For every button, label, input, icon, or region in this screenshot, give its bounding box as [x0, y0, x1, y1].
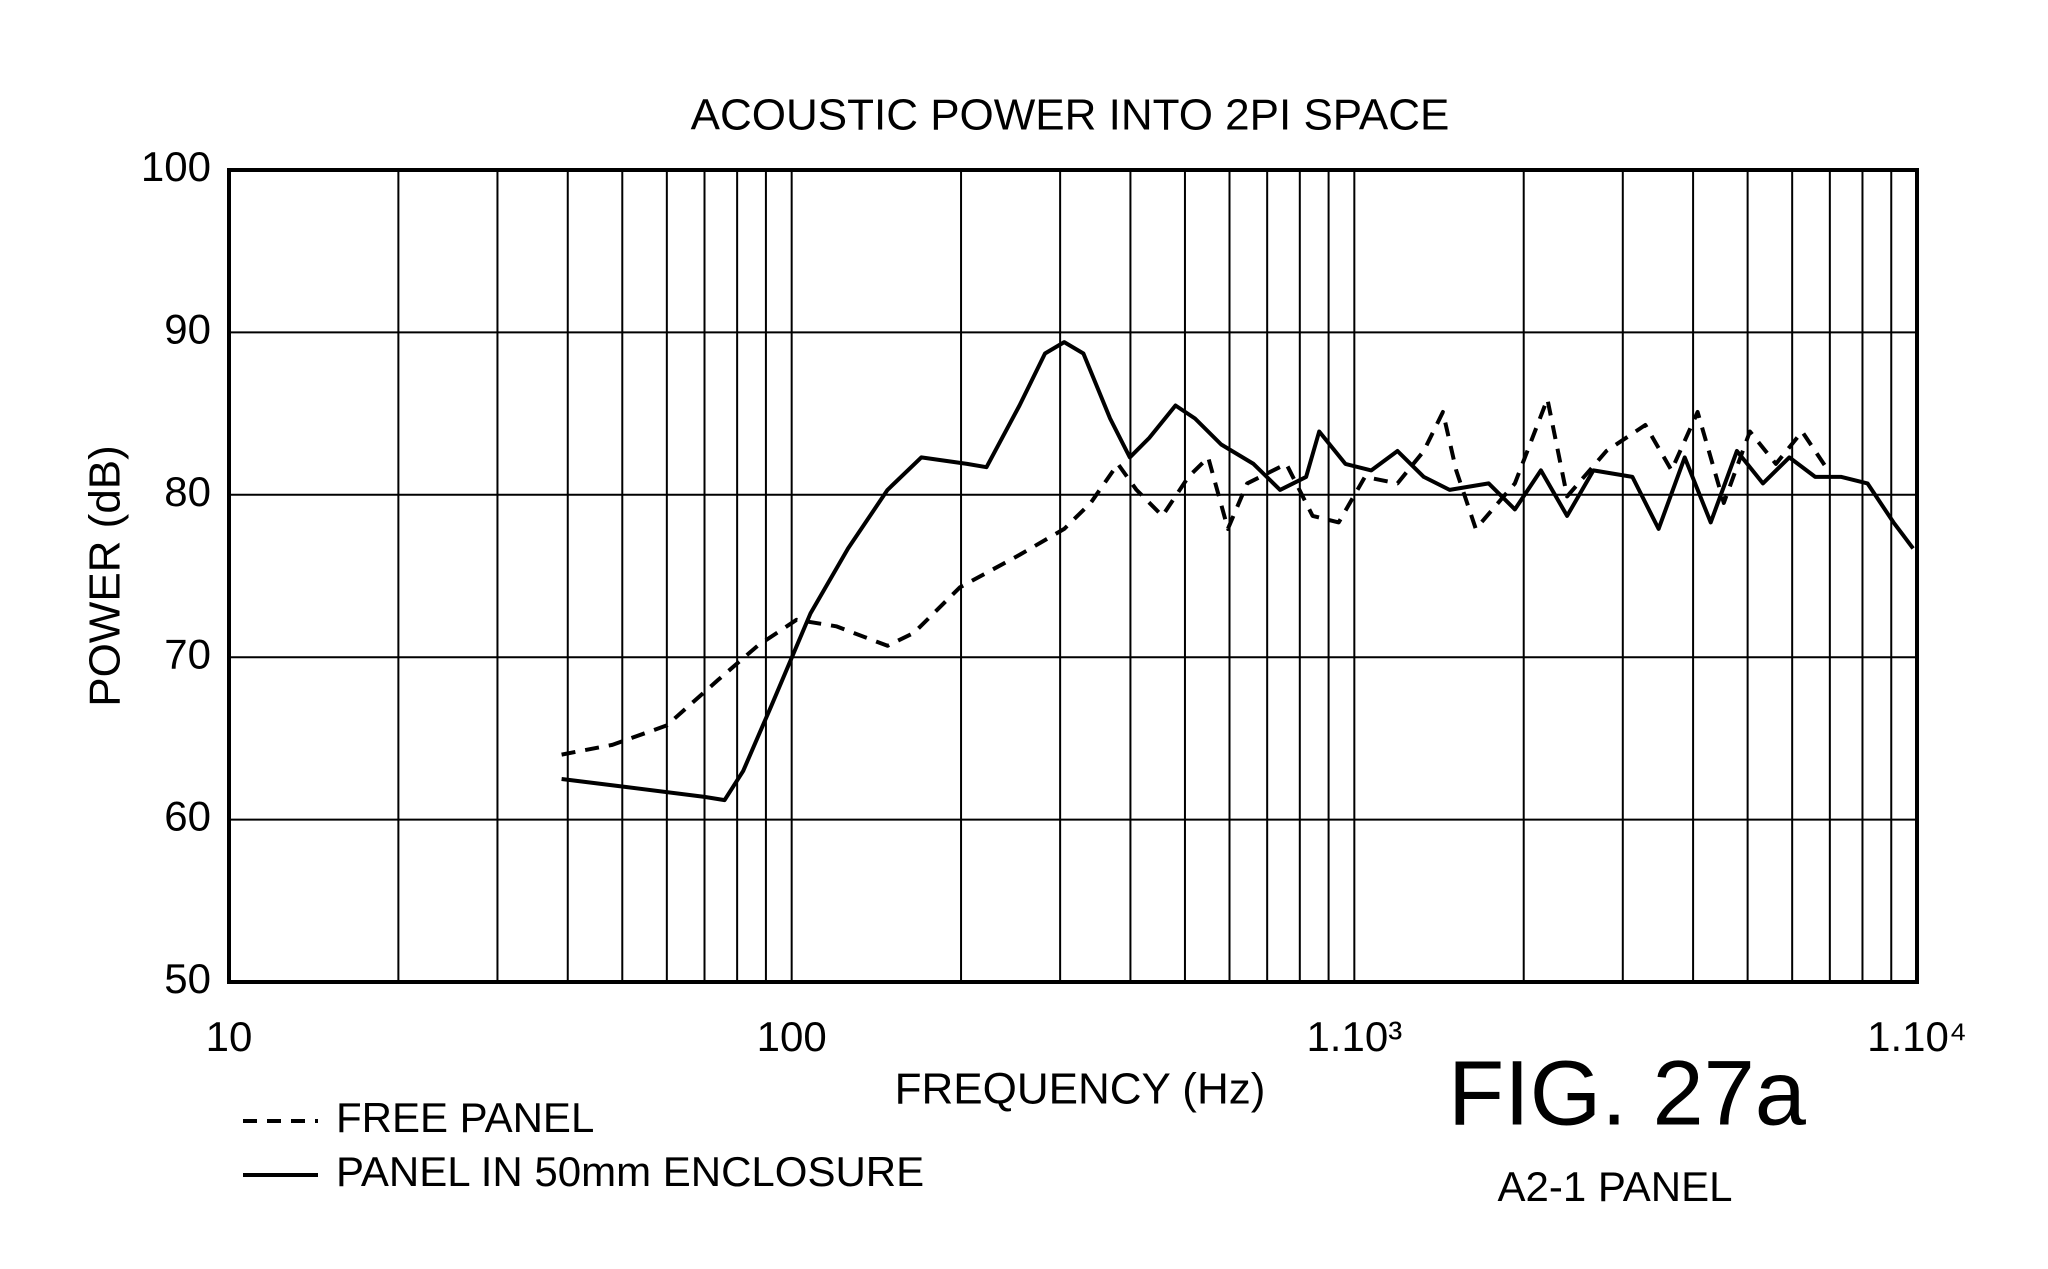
- y-tick-label: 80: [164, 468, 211, 515]
- x-tick-label: 1.10³: [1306, 1013, 1402, 1060]
- y-tick-label: 50: [164, 955, 211, 1002]
- y-tick-label: 70: [164, 630, 211, 677]
- chart-title: ACOUSTIC POWER INTO 2PI SPACE: [691, 91, 1450, 140]
- x-axis-label: FREQUENCY (Hz): [895, 1065, 1266, 1114]
- legend-label: FREE PANEL: [336, 1094, 594, 1141]
- y-axis-label: POWER (dB): [81, 445, 130, 707]
- legend-label: PANEL IN 50mm ENCLOSURE: [336, 1148, 924, 1195]
- data-line: [561, 340, 1915, 803]
- y-tick-label: 90: [164, 305, 211, 352]
- figure-label: FIG. 27a: [1448, 1042, 1807, 1144]
- panel-label: A2-1 PANEL: [1498, 1163, 1733, 1210]
- plot-frame: [227, 168, 1919, 984]
- y-tick-label: 60: [164, 793, 211, 840]
- x-tick-label: 1.10⁴: [1867, 1013, 1967, 1060]
- x-tick-label: 10: [206, 1013, 253, 1060]
- y-tick-label: 100: [141, 143, 211, 190]
- x-tick-label: 100: [757, 1013, 827, 1060]
- data-line: [561, 397, 1830, 757]
